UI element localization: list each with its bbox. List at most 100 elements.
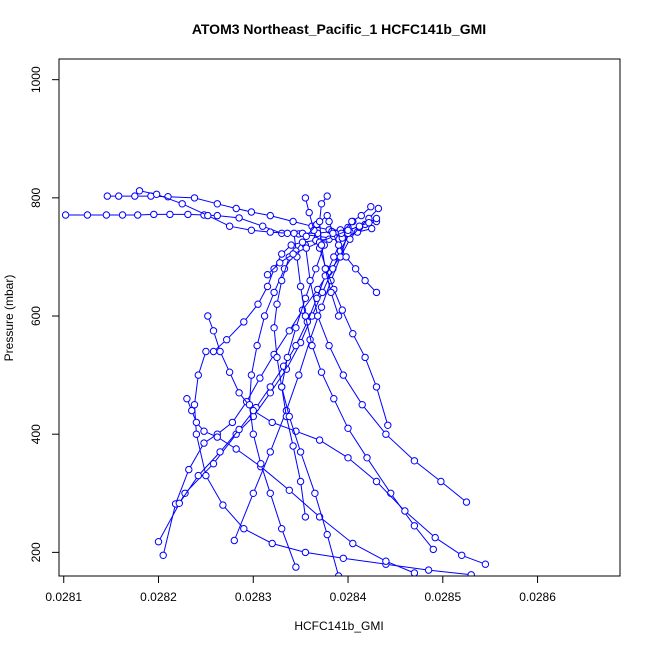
data-point <box>314 312 322 320</box>
data-point <box>437 477 445 486</box>
data-point <box>270 324 278 332</box>
data-point <box>235 214 243 222</box>
data-point <box>185 465 193 474</box>
data-point <box>285 327 293 335</box>
x-tick-label: 0.0284 <box>330 590 367 604</box>
data-point <box>348 217 356 226</box>
data-point <box>278 525 286 533</box>
data-point <box>200 427 208 435</box>
data-point <box>278 383 286 391</box>
data-point <box>209 327 218 335</box>
x-axis-label: HCFC141b_GMI <box>294 619 383 633</box>
data-point <box>317 200 326 208</box>
data-point <box>278 276 286 285</box>
data-point <box>315 217 324 226</box>
data-point <box>266 489 274 497</box>
data-point <box>365 219 373 227</box>
series-7 <box>230 229 352 545</box>
data-point <box>382 557 390 565</box>
data-point <box>344 454 352 462</box>
data-point <box>301 548 310 557</box>
data-point <box>228 418 237 427</box>
y-tick-label: 400 <box>29 424 43 444</box>
data-point <box>292 563 300 571</box>
data-point <box>301 194 310 202</box>
series-19 <box>325 217 381 297</box>
data-point <box>103 192 112 200</box>
data-point <box>61 211 70 219</box>
data-point <box>131 192 139 200</box>
data-point <box>323 530 331 539</box>
data-point <box>349 539 357 548</box>
data-point <box>266 383 274 391</box>
data-point <box>458 551 466 559</box>
data-point <box>175 499 184 507</box>
series-12 <box>204 312 490 568</box>
data-point <box>283 353 292 362</box>
data-point <box>312 265 320 273</box>
data-point <box>429 545 437 554</box>
data-point <box>204 312 212 320</box>
data-point <box>372 477 381 486</box>
data-point <box>306 276 314 285</box>
data-point <box>323 192 331 200</box>
data-point <box>410 457 419 465</box>
data-point <box>285 486 293 494</box>
data-point <box>260 312 269 320</box>
series-10 <box>290 229 437 554</box>
data-point <box>235 389 243 397</box>
data-point <box>301 513 310 521</box>
data-point <box>190 194 199 202</box>
data-point <box>317 368 326 376</box>
data-point <box>263 271 272 279</box>
data-point <box>118 211 127 219</box>
series-14 <box>183 395 419 576</box>
data-point <box>295 371 303 379</box>
data-point <box>273 300 281 308</box>
series-line <box>107 195 377 231</box>
data-point <box>372 214 381 223</box>
y-tick-label: 200 <box>29 542 43 562</box>
data-point <box>154 538 163 546</box>
data-point <box>225 222 234 230</box>
data-point <box>305 208 313 217</box>
data-point <box>232 204 240 213</box>
data-point <box>247 371 256 379</box>
data-point <box>344 226 352 235</box>
series-line <box>304 245 467 503</box>
data-point <box>355 222 364 230</box>
data-point <box>219 501 227 509</box>
data-point <box>342 253 350 261</box>
data-point <box>256 374 264 382</box>
data-point <box>249 430 258 438</box>
x-tick-label: 0.0285 <box>424 590 461 604</box>
data-point <box>232 445 240 453</box>
y-axis: 200 400 600 800 1000 <box>29 66 60 562</box>
data-point <box>249 406 258 415</box>
series-11 <box>301 241 471 506</box>
data-point <box>372 383 381 391</box>
data-point <box>410 569 419 576</box>
y-tick-label: 600 <box>29 306 43 326</box>
data-point <box>330 253 338 261</box>
data-point <box>266 211 274 220</box>
data-point <box>329 229 337 238</box>
data-point <box>296 477 305 486</box>
data-point <box>325 217 333 226</box>
chart-title: ATOM3 Northeast_Pacific_1 HCFC141b_GMI <box>192 21 486 37</box>
data-point <box>367 203 375 211</box>
data-point <box>424 566 433 574</box>
data-point <box>184 210 192 219</box>
data-point <box>235 425 243 434</box>
series-line <box>233 233 349 541</box>
data-point <box>351 265 360 273</box>
data-point <box>289 217 297 226</box>
data-point <box>152 190 161 199</box>
data-point <box>325 341 333 350</box>
data-point <box>192 418 201 427</box>
y-axis-label: Pressure (mbar) <box>2 275 16 362</box>
y-tick-label: 800 <box>29 188 43 208</box>
data-point <box>338 306 346 314</box>
x-tick-label: 0.0286 <box>519 590 556 604</box>
